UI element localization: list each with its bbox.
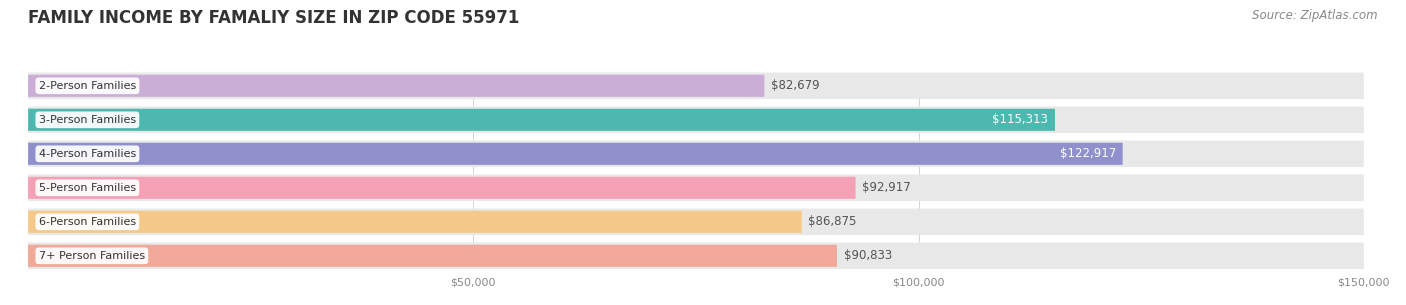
FancyBboxPatch shape — [28, 73, 1364, 99]
Text: $115,313: $115,313 — [993, 113, 1049, 126]
Text: $86,875: $86,875 — [808, 215, 856, 228]
Text: $92,917: $92,917 — [862, 181, 911, 194]
FancyBboxPatch shape — [28, 106, 1364, 133]
FancyBboxPatch shape — [28, 141, 1364, 167]
Text: 2-Person Families: 2-Person Families — [39, 81, 136, 91]
Text: 6-Person Families: 6-Person Families — [39, 217, 136, 227]
Text: $122,917: $122,917 — [1060, 147, 1116, 160]
FancyBboxPatch shape — [28, 75, 765, 97]
Text: 7+ Person Families: 7+ Person Families — [39, 251, 145, 261]
FancyBboxPatch shape — [28, 245, 837, 267]
Text: FAMILY INCOME BY FAMALIY SIZE IN ZIP CODE 55971: FAMILY INCOME BY FAMALIY SIZE IN ZIP COD… — [28, 9, 519, 27]
Text: 3-Person Families: 3-Person Families — [39, 115, 136, 125]
FancyBboxPatch shape — [28, 177, 855, 199]
FancyBboxPatch shape — [28, 211, 801, 233]
Text: $82,679: $82,679 — [770, 79, 820, 92]
Text: 4-Person Families: 4-Person Families — [39, 149, 136, 159]
FancyBboxPatch shape — [28, 242, 1364, 269]
Text: 5-Person Families: 5-Person Families — [39, 183, 136, 193]
FancyBboxPatch shape — [28, 174, 1364, 201]
Text: Source: ZipAtlas.com: Source: ZipAtlas.com — [1253, 9, 1378, 22]
Text: $90,833: $90,833 — [844, 249, 891, 262]
FancyBboxPatch shape — [28, 143, 1122, 165]
FancyBboxPatch shape — [28, 209, 1364, 235]
FancyBboxPatch shape — [28, 109, 1054, 131]
